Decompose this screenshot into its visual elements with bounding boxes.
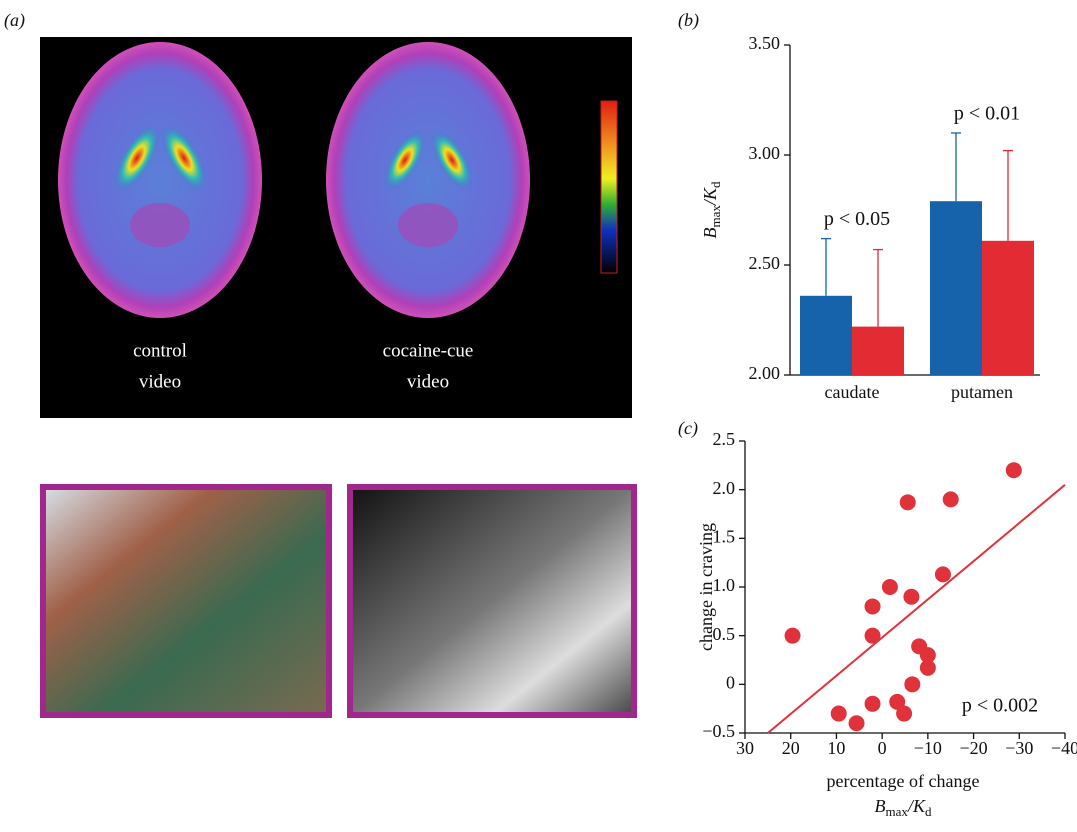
point: [903, 588, 920, 605]
y-tick-label: 2.50: [749, 253, 781, 273]
x-tick-label: 30: [736, 738, 754, 758]
x-axis-label: Bmax/Kd: [875, 796, 932, 819]
error-bar: [873, 248, 883, 327]
point: [919, 659, 936, 676]
point: [899, 494, 916, 511]
y-tick-label: 3.00: [749, 143, 781, 163]
error-bar: [821, 237, 831, 296]
bar: [852, 326, 904, 375]
brain-scan: [326, 42, 530, 318]
x-tick-label: −10: [914, 738, 942, 758]
label-part: d: [708, 181, 723, 188]
error-bar: [1003, 149, 1013, 241]
y-axis-label: Bmax/Kd: [700, 181, 723, 238]
label-part: /K: [700, 187, 720, 206]
bar: [800, 295, 852, 375]
y-tick-label: 0: [726, 672, 735, 692]
y-tick-label: 1.0: [713, 575, 736, 595]
label-part: d: [925, 804, 932, 819]
panel-label: (b): [678, 10, 699, 31]
x-axis-label: percentage of change: [827, 771, 980, 791]
captions: control video cocaine-cue video: [133, 340, 473, 392]
x-tick-label: −40: [1051, 738, 1077, 758]
label-part: B: [875, 796, 886, 816]
x-tick-label: 20: [782, 738, 800, 758]
point: [864, 695, 881, 712]
point: [830, 705, 847, 722]
point: [942, 491, 959, 508]
y-tick-label: 2.0: [713, 478, 736, 498]
x-tick-label: 0: [878, 738, 887, 758]
photo-nature: [40, 484, 332, 718]
caption: video: [407, 371, 449, 392]
point: [784, 627, 801, 644]
label-part: max: [708, 205, 723, 228]
color-bar: [600, 100, 618, 274]
caption: cocaine-cue: [383, 340, 474, 361]
x-tick-label: putamen: [951, 382, 1013, 402]
point: [864, 598, 881, 615]
point: [881, 579, 898, 595]
y-tick-label: 1.5: [713, 526, 736, 546]
point: [934, 566, 951, 583]
caption: control: [133, 340, 187, 361]
panel-label: (a): [4, 10, 25, 31]
point: [896, 705, 913, 722]
label-part: B: [700, 227, 720, 238]
y-tick-label: −0.5: [702, 721, 735, 741]
point: [889, 693, 906, 710]
error-bar: [951, 132, 961, 202]
x-tick-label: −20: [959, 738, 987, 758]
point: [919, 647, 936, 664]
annotation: p < 0.05: [824, 208, 890, 230]
point: [904, 676, 921, 693]
point: [848, 715, 865, 732]
x-tick-label: −30: [1005, 738, 1033, 758]
annotation: p < 0.01: [954, 103, 1020, 125]
y-tick-label: 3.50: [749, 33, 781, 53]
y-tick-label: 0.5: [713, 624, 736, 644]
y-tick-label: 2.5: [713, 429, 736, 449]
label-part: /K: [907, 796, 926, 816]
brain-scan: [58, 42, 262, 318]
point: [864, 627, 881, 644]
x-tick-label: 10: [827, 738, 845, 758]
y-tick-label: 2.00: [749, 363, 781, 383]
bar: [930, 201, 982, 375]
panel-label: (c): [678, 418, 698, 439]
y-axis-label: change in craving: [696, 523, 716, 651]
point: [1005, 462, 1022, 479]
caption: video: [139, 371, 181, 392]
x-tick-label: caudate: [825, 382, 880, 402]
trend-line: [767, 484, 1066, 734]
annotation: p < 0.002: [962, 695, 1038, 717]
photo-cocaine: [347, 484, 637, 718]
bar: [982, 240, 1034, 375]
label-part: max: [886, 804, 909, 819]
